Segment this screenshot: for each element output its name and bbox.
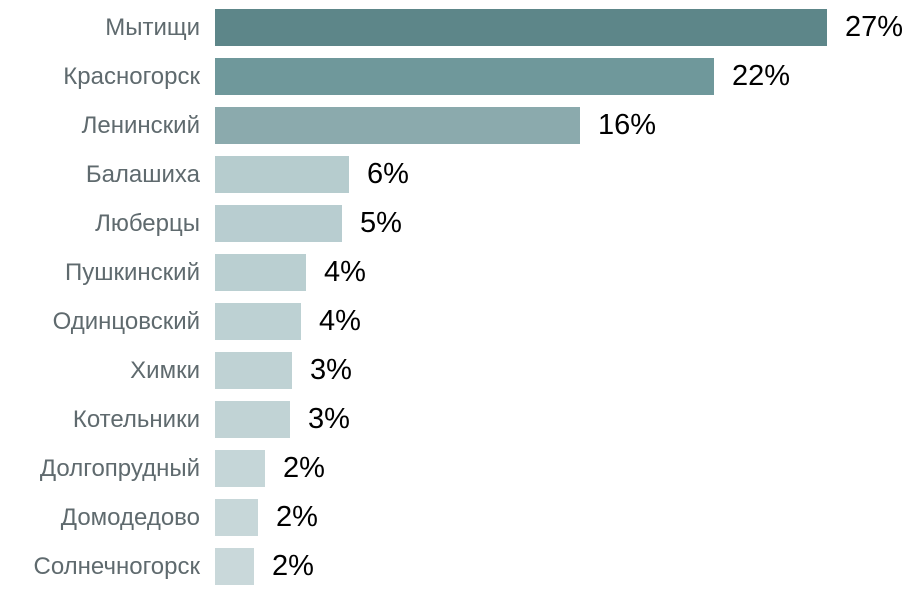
value-label: 4% bbox=[324, 256, 366, 288]
bar-track: 3% bbox=[215, 395, 912, 444]
bar-row: Балашиха 6% bbox=[0, 150, 912, 199]
value-label: 3% bbox=[310, 354, 352, 386]
category-label: Долгопрудный bbox=[39, 454, 200, 482]
bar-track: 2% bbox=[215, 493, 912, 542]
value-label: 27% bbox=[845, 11, 904, 43]
category-label: Солнечногорск bbox=[33, 552, 201, 580]
bar-row: Солнечногорск 2% bbox=[0, 542, 912, 589]
category-label: Красногорск bbox=[63, 62, 200, 90]
bar-track: 22% bbox=[215, 52, 912, 101]
value-label: 6% bbox=[367, 158, 409, 190]
bar-row: Ленинский 16% bbox=[0, 101, 912, 150]
category-label: Химки bbox=[130, 356, 200, 384]
category-label: Домодедово bbox=[60, 503, 200, 531]
bar-3 bbox=[215, 156, 349, 193]
bar-track: 27% bbox=[215, 3, 912, 52]
bar-1 bbox=[215, 58, 714, 95]
bar-track: 3% bbox=[215, 346, 912, 395]
bar-row: Люберцы 5% bbox=[0, 199, 912, 248]
bar-track: 2% bbox=[215, 444, 912, 493]
category-label: Балашиха bbox=[85, 160, 200, 188]
bar-7 bbox=[215, 352, 292, 389]
bar-row: Одинцовский 4% bbox=[0, 297, 912, 346]
bar-0 bbox=[215, 9, 827, 46]
bar-6 bbox=[215, 303, 301, 340]
category-label: Люберцы bbox=[95, 209, 200, 237]
bar-track: 2% bbox=[215, 542, 912, 589]
bar-11 bbox=[215, 548, 254, 585]
category-label: Котельники bbox=[72, 405, 200, 433]
bar-row: Пушкинский 4% bbox=[0, 248, 912, 297]
value-label: 2% bbox=[283, 452, 325, 484]
bar-track: 16% bbox=[215, 101, 912, 150]
bar-row: Красногорск 22% bbox=[0, 52, 912, 101]
bar-row: Домодедово 2% bbox=[0, 493, 912, 542]
value-label: 2% bbox=[272, 550, 314, 582]
value-label: 16% bbox=[598, 109, 657, 141]
value-label: 3% bbox=[308, 403, 350, 435]
bar-track: 4% bbox=[215, 248, 912, 297]
value-label: 22% bbox=[732, 60, 791, 92]
bar-4 bbox=[215, 205, 342, 242]
value-label: 2% bbox=[276, 501, 318, 533]
category-label: Мытищи bbox=[105, 13, 200, 41]
bar-row: Мытищи 27% bbox=[0, 3, 912, 52]
category-label: Одинцовский bbox=[52, 307, 200, 335]
bar-8 bbox=[215, 401, 290, 438]
bar-5 bbox=[215, 254, 306, 291]
category-label: Ленинский bbox=[81, 111, 200, 139]
category-label: Пушкинский bbox=[65, 258, 200, 286]
bar-row: Химки 3% bbox=[0, 346, 912, 395]
bar-2 bbox=[215, 107, 580, 144]
value-label: 4% bbox=[319, 305, 361, 337]
bar-track: 4% bbox=[215, 297, 912, 346]
bar-track: 6% bbox=[215, 150, 912, 199]
bar-10 bbox=[215, 499, 258, 536]
bar-9 bbox=[215, 450, 265, 487]
bar-row: Котельники 3% bbox=[0, 395, 912, 444]
bar-row: Долгопрудный 2% bbox=[0, 444, 912, 493]
value-label: 5% bbox=[360, 207, 402, 239]
bar-track: 5% bbox=[215, 199, 912, 248]
